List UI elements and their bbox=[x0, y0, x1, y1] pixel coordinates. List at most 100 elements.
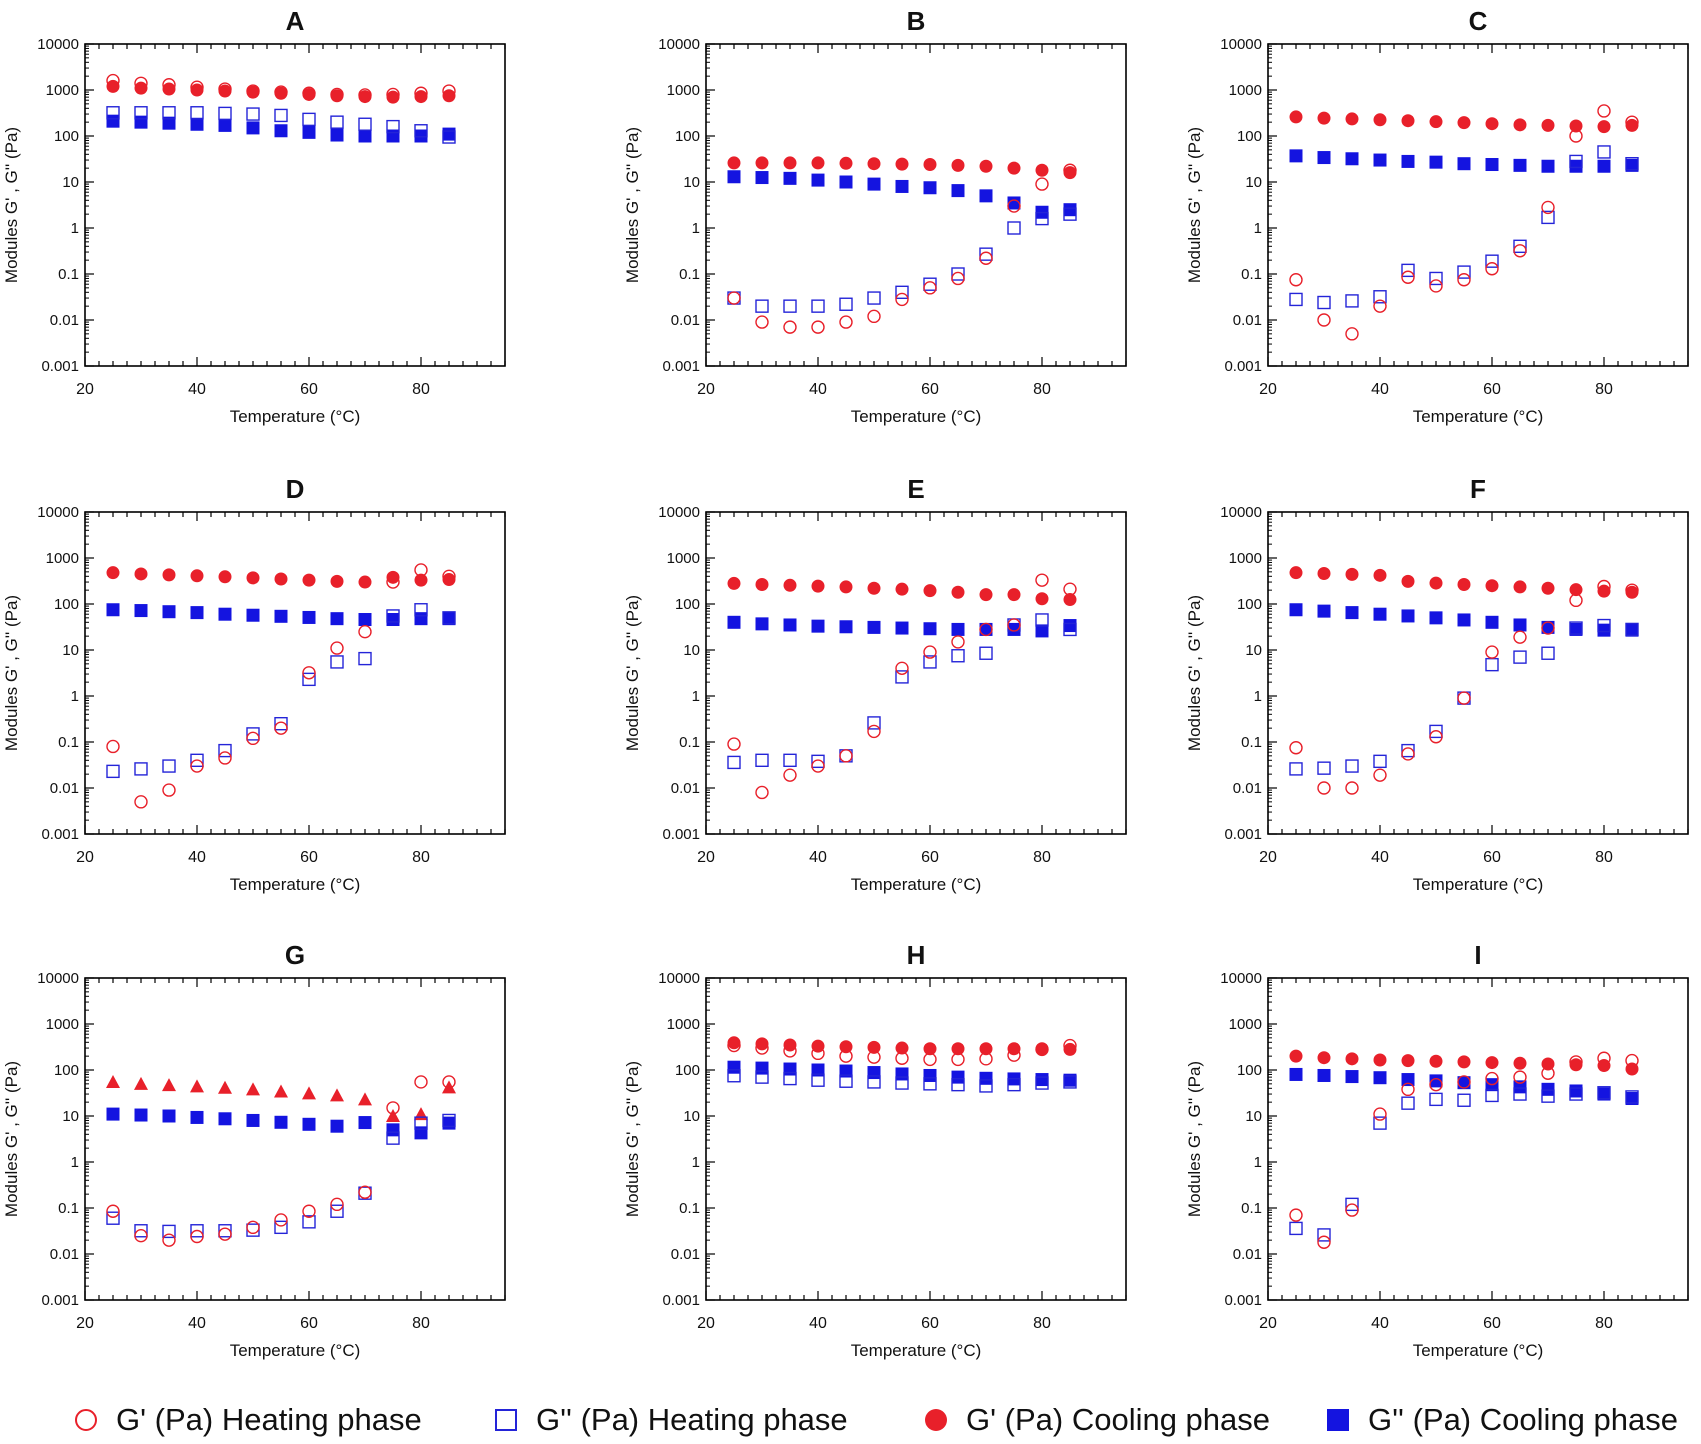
data-point bbox=[1625, 118, 1639, 132]
data-point bbox=[979, 1042, 993, 1056]
x-tick-label: 40 bbox=[1371, 849, 1389, 866]
data-point bbox=[1007, 161, 1021, 175]
data-point bbox=[979, 251, 993, 265]
x-tick-label: 40 bbox=[809, 381, 827, 398]
data-point bbox=[1457, 613, 1471, 627]
data-point bbox=[274, 1220, 288, 1235]
data-point bbox=[1373, 607, 1387, 621]
data-point bbox=[1429, 155, 1443, 169]
data-point bbox=[190, 1224, 204, 1238]
data-point bbox=[923, 281, 937, 295]
x-tick-label: 60 bbox=[921, 381, 939, 398]
data-point bbox=[442, 573, 456, 587]
data-point bbox=[1289, 1067, 1303, 1081]
data-point bbox=[414, 1075, 428, 1089]
data-point bbox=[1289, 762, 1303, 776]
data-point bbox=[1063, 166, 1077, 180]
data-point bbox=[442, 612, 456, 626]
data-point bbox=[1345, 606, 1359, 620]
data-point bbox=[1485, 615, 1499, 629]
data-point bbox=[1569, 1055, 1583, 1069]
data-point bbox=[1457, 1093, 1471, 1107]
data-point bbox=[1401, 1096, 1415, 1110]
data-point bbox=[979, 1079, 993, 1093]
data-point bbox=[414, 124, 428, 138]
data-point bbox=[979, 247, 993, 261]
data-point bbox=[190, 759, 204, 773]
data-point bbox=[358, 651, 372, 666]
data-point bbox=[218, 570, 232, 584]
legend: G' (Pa) Heating phase G'' (Pa) Heating p… bbox=[60, 1400, 1700, 1444]
data-point bbox=[358, 129, 372, 143]
x-axis-label: Temperature (°C) bbox=[1413, 407, 1544, 426]
data-point bbox=[1597, 1086, 1611, 1100]
y-tick-label: 10 bbox=[62, 174, 79, 191]
series-open-square bbox=[1289, 1086, 1639, 1242]
series-open-square bbox=[106, 603, 456, 779]
data-point bbox=[783, 753, 797, 768]
data-point bbox=[895, 1041, 909, 1055]
data-point bbox=[1597, 120, 1611, 134]
y-tick-label: 10000 bbox=[37, 970, 79, 987]
data-point bbox=[979, 622, 993, 636]
y-tick-label: 0.1 bbox=[1241, 266, 1262, 283]
data-point bbox=[218, 82, 232, 96]
data-point bbox=[330, 1119, 344, 1133]
data-point bbox=[414, 612, 428, 626]
x-axis-label: Temperature (°C) bbox=[851, 875, 982, 894]
data-point bbox=[414, 563, 428, 577]
data-point bbox=[246, 121, 260, 135]
data-point bbox=[951, 1052, 965, 1067]
data-point bbox=[923, 655, 937, 669]
data-point bbox=[1541, 620, 1555, 634]
data-point bbox=[1541, 581, 1555, 595]
legend-item: G'' (Pa) Cooling phase bbox=[1324, 1400, 1678, 1440]
data-point bbox=[1007, 221, 1021, 235]
data-point bbox=[1345, 1052, 1359, 1066]
data-point bbox=[246, 84, 260, 98]
data-point bbox=[951, 1070, 965, 1084]
data-point bbox=[218, 106, 232, 121]
data-point bbox=[330, 1204, 344, 1218]
y-tick-label: 0.001 bbox=[662, 1292, 700, 1309]
data-point bbox=[755, 171, 769, 185]
data-point bbox=[1541, 1066, 1555, 1080]
data-point bbox=[1007, 1048, 1021, 1062]
data-point bbox=[923, 181, 937, 195]
data-point bbox=[1513, 1080, 1527, 1094]
data-point bbox=[867, 1040, 881, 1054]
y-axis-label: Modules G' , G'' (Pa) bbox=[1185, 1061, 1204, 1217]
series-filled-circle bbox=[1289, 566, 1639, 599]
series-open-circle bbox=[727, 163, 1077, 334]
data-point bbox=[755, 156, 769, 170]
data-point bbox=[1597, 1059, 1611, 1073]
data-point bbox=[442, 1075, 456, 1089]
series-open-circle bbox=[1289, 104, 1639, 341]
data-point bbox=[951, 184, 965, 198]
data-point bbox=[895, 1051, 909, 1065]
data-point bbox=[1625, 1090, 1639, 1104]
data-point bbox=[106, 764, 120, 779]
data-point bbox=[442, 1116, 456, 1130]
data-point bbox=[923, 622, 937, 636]
y-tick-label: 1000 bbox=[1229, 1016, 1262, 1033]
series-filled-square bbox=[1289, 1067, 1639, 1106]
y-tick-label: 100 bbox=[675, 596, 700, 613]
data-point bbox=[1035, 177, 1049, 191]
x-axis-label: Temperature (°C) bbox=[230, 875, 361, 894]
data-point bbox=[302, 1086, 316, 1100]
data-point bbox=[1569, 129, 1583, 143]
y-tick-label: 1 bbox=[71, 220, 79, 237]
data-point bbox=[923, 1077, 937, 1091]
data-point bbox=[1063, 1075, 1077, 1089]
data-point bbox=[386, 575, 400, 589]
series-open-square bbox=[727, 613, 1077, 770]
data-point bbox=[330, 574, 344, 588]
series-open-square bbox=[106, 1113, 456, 1239]
data-point bbox=[811, 754, 825, 769]
chart-panel-i: 20 40 60 80 0.001 0.01 0.1 1 10 100 1000 10000 I Temp… bbox=[1185, 940, 1689, 1360]
panel-title: G bbox=[285, 940, 305, 970]
data-point bbox=[162, 78, 176, 92]
y-tick-label: 0.1 bbox=[58, 734, 79, 751]
data-point bbox=[839, 315, 853, 329]
